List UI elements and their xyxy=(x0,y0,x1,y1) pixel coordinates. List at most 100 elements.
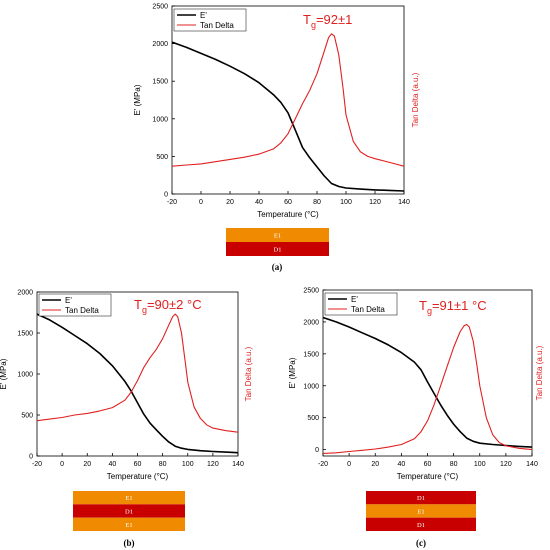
x-tick-label: 40 xyxy=(397,461,405,468)
layer-label: D1 xyxy=(125,509,133,516)
x-tick-label: 100 xyxy=(340,199,352,206)
layer-label: D1 xyxy=(274,247,282,254)
plot-frame xyxy=(36,291,239,457)
layer-d1 xyxy=(226,242,329,256)
x-tick-label: 120 xyxy=(369,199,381,206)
x-tick-label: 0 xyxy=(60,461,64,468)
tg-value: =92±1 xyxy=(316,12,352,27)
y-tick-label: 1000 xyxy=(152,116,168,123)
y-tick-label: 1000 xyxy=(17,372,33,379)
series-line-storage-modulus xyxy=(172,41,404,192)
x-tick-label: 140 xyxy=(232,461,244,468)
tg-annotation: Tg=90±2 °C xyxy=(134,297,202,315)
layer-label: D1 xyxy=(417,522,425,529)
legend-entry: E' xyxy=(351,295,358,304)
tg-annotation: Tg=91±1 °C xyxy=(419,298,487,316)
chart-panel-3: -20 0 20 40 60 80 100 120 140 0 500 1000 1500 2000 250… xyxy=(288,288,544,549)
tg-symbol: T xyxy=(134,297,142,312)
y-tick-label: 2000 xyxy=(303,319,319,326)
x-tick-label: -20 xyxy=(32,461,42,468)
tg-subscript: g xyxy=(311,20,316,30)
layer-d1 xyxy=(366,517,476,531)
chart-panel-1: -20 0 20 40 60 80 100 120 1400500100015002000250… xyxy=(133,4,420,273)
layer-label: E1 xyxy=(125,522,132,529)
x-tick-label: 20 xyxy=(226,199,234,206)
legend-entry: Tan Delta xyxy=(351,305,385,314)
x-tick-label: 60 xyxy=(284,199,292,206)
y-tick-label: 1500 xyxy=(303,351,319,358)
x-tick-label: 0 xyxy=(199,199,203,206)
y-tick-label: 1500 xyxy=(152,79,168,86)
series-line-tan-delta xyxy=(37,313,238,433)
y-axis-label: E' (MPa) xyxy=(288,357,297,388)
right-axis-label: Tan Delta (a.u.) xyxy=(411,72,420,127)
panel-label: (a) xyxy=(272,262,283,272)
right-axis-label: Tan Delta (a.u.) xyxy=(535,345,544,400)
x-tick-label: 100 xyxy=(182,461,194,468)
x-axis-label: Temperature (°C) xyxy=(107,472,169,481)
y-tick-label: 1000 xyxy=(303,383,319,390)
tg-symbol: T xyxy=(419,298,427,313)
x-tick-label: 80 xyxy=(159,461,167,468)
y-tick-label: 0 xyxy=(164,192,168,199)
x-tick-label: 80 xyxy=(313,199,321,206)
x-tick-label: 120 xyxy=(500,461,512,468)
y-tick-label: 1500 xyxy=(17,331,33,338)
x-tick-label: -20 xyxy=(318,461,328,468)
y-tick-label: 0 xyxy=(29,454,33,461)
layer-label: E1 xyxy=(417,509,424,516)
layer-label: E1 xyxy=(274,233,281,240)
legend-entry: Tan Delta xyxy=(65,306,99,315)
x-axis-label: Temperature (°C) xyxy=(397,472,459,481)
tg-subscript: g xyxy=(142,305,147,315)
y-tick-label: 0 xyxy=(315,447,319,454)
x-tick-label: -20 xyxy=(167,199,177,206)
tg-subscript: g xyxy=(427,306,432,316)
plot-frame xyxy=(171,5,405,195)
layer-d1 xyxy=(73,504,185,518)
tg-annotation: Tg=92±1 xyxy=(303,12,352,30)
x-axis-label: Temperature (°C) xyxy=(257,210,319,219)
tg-value: =90±2 °C xyxy=(147,297,202,312)
y-axis-label: E' (MPa) xyxy=(133,84,142,115)
x-tick-label: 60 xyxy=(424,461,432,468)
series-line-storage-modulus xyxy=(37,313,238,454)
chart-panel-2: -20 0 20 40 60 80 100 120 1400500100015002000Tem… xyxy=(0,290,253,549)
x-tick-label: 20 xyxy=(371,461,379,468)
x-tick-label: 80 xyxy=(450,461,458,468)
layer-d1 xyxy=(366,491,476,505)
legend-entry: E' xyxy=(65,296,72,305)
x-tick-label: 40 xyxy=(108,461,116,468)
tg-value: =91±1 °C xyxy=(432,298,487,313)
x-tick-label: 100 xyxy=(474,461,486,468)
x-tick-label: 60 xyxy=(134,461,142,468)
series-line-tan-delta xyxy=(172,33,404,167)
y-tick-label: 2500 xyxy=(152,4,168,11)
layer-e1 xyxy=(73,491,185,505)
panel-label: (b) xyxy=(124,538,135,548)
y-tick-label: 2000 xyxy=(152,41,168,48)
legend-entry: Tan Delta xyxy=(200,21,234,30)
tg-symbol: T xyxy=(303,12,311,27)
layer-e1 xyxy=(366,504,476,518)
y-axis-label: E' (MPa) xyxy=(0,358,8,389)
series-line-tan-delta xyxy=(323,323,532,454)
x-tick-label: 140 xyxy=(526,461,538,468)
x-tick-label: 40 xyxy=(255,199,263,206)
y-tick-label: 500 xyxy=(156,154,168,161)
x-tick-label: 0 xyxy=(347,461,351,468)
layer-label: E1 xyxy=(125,495,132,502)
legend-entry: E' xyxy=(200,11,207,20)
y-tick-label: 2500 xyxy=(303,288,319,295)
x-tick-label: 20 xyxy=(83,461,91,468)
layer-e1 xyxy=(73,517,185,531)
y-tick-label: 500 xyxy=(21,413,33,420)
layer-e1 xyxy=(226,228,329,242)
panel-label: (c) xyxy=(416,538,426,548)
right-axis-label: Tan Delta (a.u.) xyxy=(244,346,253,401)
x-tick-label: 140 xyxy=(398,199,410,206)
y-tick-label: 2000 xyxy=(17,290,33,297)
x-tick-label: 120 xyxy=(207,461,219,468)
y-tick-label: 500 xyxy=(307,415,319,422)
